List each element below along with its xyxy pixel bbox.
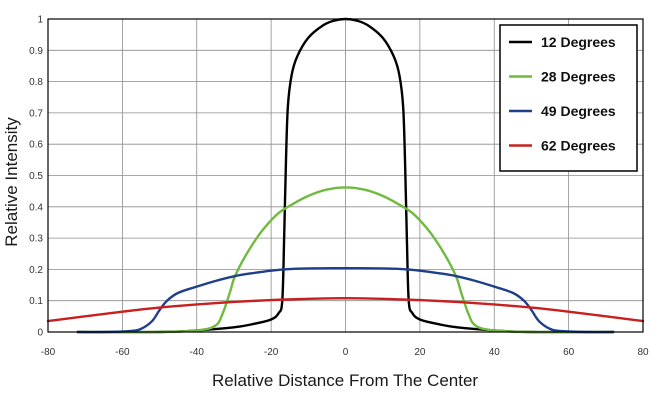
y-tick-label: 0.9 — [29, 46, 43, 57]
x-tick-label: -60 — [115, 347, 130, 358]
y-tick-label: 0.4 — [29, 202, 43, 213]
y-tick-label: 0.1 — [29, 296, 43, 307]
x-tick-label: 0 — [343, 347, 349, 358]
legend-label: 12 Degrees — [541, 34, 616, 50]
y-tick-labels: 0 0.1 0.2 0.3 0.4 0.5 0.6 0.7 0.8 0.9 1 — [29, 15, 43, 339]
y-tick-label: 0.3 — [29, 234, 43, 245]
y-tick-label: 0.2 — [29, 265, 43, 276]
x-tick-label: 80 — [637, 347, 649, 358]
y-tick-label: 0.7 — [29, 108, 43, 119]
x-axis-title: Relative Distance From The Center — [212, 371, 478, 390]
x-tick-label: 40 — [489, 347, 501, 358]
series-line-62-degrees — [46, 297, 645, 323]
legend-label: 49 Degrees — [541, 103, 616, 119]
y-tick-label: 0 — [37, 328, 43, 339]
plot-frame — [47, 18, 644, 333]
series-line-49-degrees — [76, 266, 615, 334]
legend-label: 62 Degrees — [541, 138, 616, 154]
y-tick-label: 0.6 — [29, 140, 43, 151]
y-tick-label: 0.5 — [29, 171, 43, 182]
legend: 12 Degrees 28 Degrees 49 Degrees 62 Degrees — [499, 24, 638, 172]
y-tick-label: 0.8 — [29, 77, 43, 88]
x-tick-label: -80 — [41, 347, 56, 358]
legend-label: 28 Degrees — [541, 69, 616, 85]
x-tick-labels: -80 -60 -40 -20 0 20 40 60 80 — [41, 347, 649, 358]
y-axis-title: Relative Intensity — [2, 117, 21, 247]
x-tick-label: -20 — [264, 347, 279, 358]
x-tick-label: 20 — [414, 347, 426, 358]
y-tick-label: 1 — [37, 15, 43, 26]
x-tick-label: -40 — [190, 347, 205, 358]
x-tick-label: 60 — [563, 347, 575, 358]
